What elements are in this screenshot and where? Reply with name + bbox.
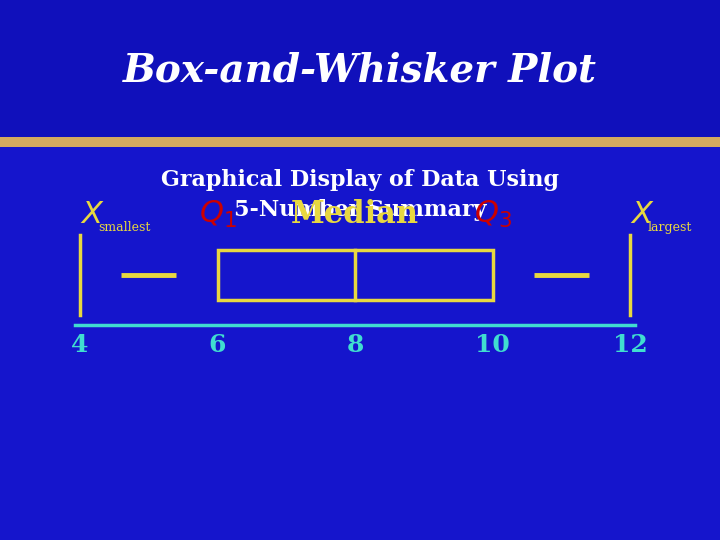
Text: 6: 6 [209,333,226,357]
Text: 12: 12 [613,333,647,357]
Text: Box-and-Whisker Plot: Box-and-Whisker Plot [123,51,597,89]
Text: $Q_1$: $Q_1$ [199,199,236,230]
Text: smallest: smallest [98,221,150,234]
Text: $Q_3$: $Q_3$ [474,199,511,230]
Text: largest: largest [648,221,693,234]
Text: $\mathit{X}$: $\mathit{X}$ [80,199,105,230]
Bar [0,0,720,140]
Text: $\mathit{X}$: $\mathit{X}$ [630,199,654,230]
Text: 8: 8 [346,333,364,357]
Bar [217,250,492,300]
Bar [0,137,720,147]
Text: 4: 4 [71,333,89,357]
Text: 10: 10 [475,333,510,357]
Text: 5-Number Summary: 5-Number Summary [234,199,486,221]
Text: Graphical Display of Data Using: Graphical Display of Data Using [161,169,559,191]
Text: Median: Median [291,199,419,230]
